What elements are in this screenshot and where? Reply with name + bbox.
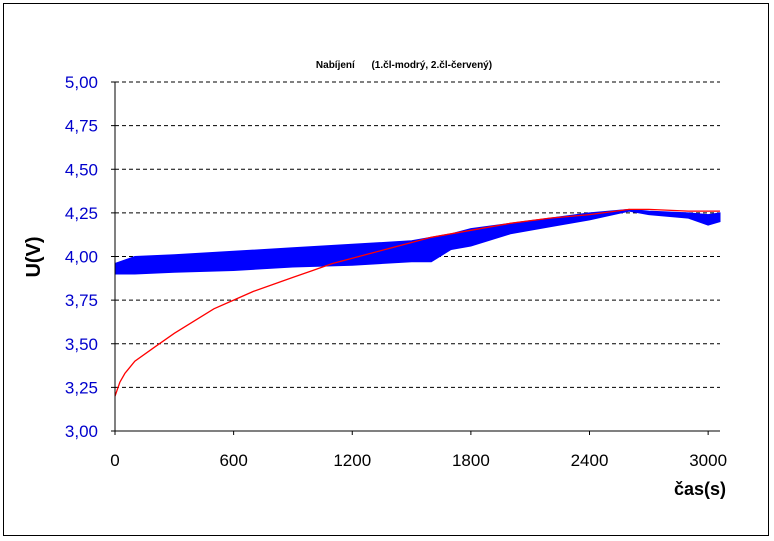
x-axis-title: čas(s) [674,479,726,499]
y-tick-label: 3,75 [65,291,98,310]
y-tick-label: 4,50 [65,160,98,179]
x-tick-label: 600 [219,451,247,470]
y-tick-labels: 3,00 3,25 3,50 3,75 4,00 4,25 4,50 4,75 5,00 [65,73,98,441]
grid-lines [115,81,720,388]
axes [111,81,720,435]
y-tick-label: 3,25 [65,378,98,397]
series-1-band [114,208,721,275]
x-tick-label: 2400 [571,451,609,470]
series-group [114,208,721,397]
y-tick-label: 4,75 [65,117,98,136]
y-tick-label: 4,00 [65,248,98,267]
y-tick-label: 5,00 [65,73,98,92]
y-tick-label: 3,50 [65,335,98,354]
chart-title: Nabíjení (1.čl-modrý, 2.čl-červený) [316,60,492,71]
x-tick-labels: 0 600 1200 1800 2400 3000 [110,451,727,470]
x-tick-label: 3000 [689,451,727,470]
x-tick-label: 0 [110,451,119,470]
x-tick-label: 1200 [333,451,371,470]
series-2-line [114,208,720,397]
y-tick-label: 3,00 [65,422,98,441]
y-axis-title: U(V) [23,236,45,277]
x-tick-label: 1800 [452,451,490,470]
y-tick-label: 4,25 [65,204,98,223]
